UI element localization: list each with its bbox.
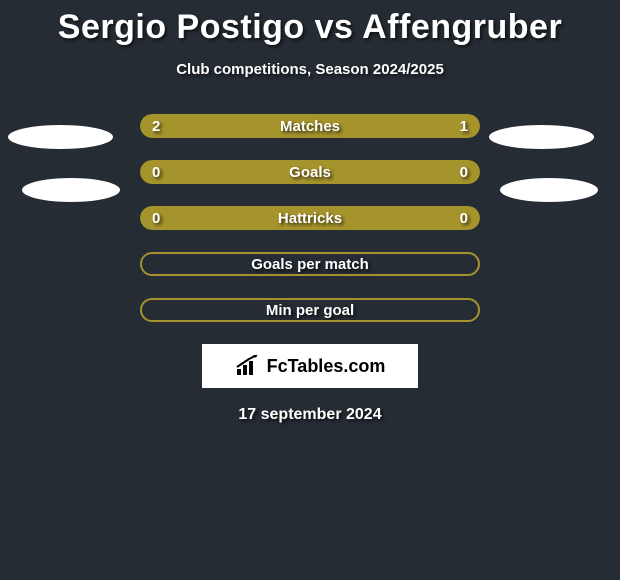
stat-label: Matches [140,118,480,135]
stat-row-matches: 2 Matches 1 [140,114,480,138]
stat-row-hattricks: 0 Hattricks 0 [140,206,480,230]
subtitle: Club competitions, Season 2024/2025 [0,61,620,78]
stat-row-goals: 0 Goals 0 [140,160,480,184]
stat-row-goals-per-match: Goals per match [140,252,480,276]
stat-value-right: 0 [460,210,468,227]
branding-box: FcTables.com [202,344,418,388]
stat-value-right: 0 [460,164,468,181]
stat-label: Goals [140,164,480,181]
shadow-ellipse-top-left [8,125,113,149]
branding-text: FcTables.com [267,356,386,377]
shadow-ellipse-bottom-left [22,178,120,202]
stat-label: Goals per match [142,256,478,273]
shadow-ellipse-top-right [489,125,594,149]
stat-value-right: 1 [460,118,468,135]
shadow-ellipse-bottom-right [500,178,598,202]
stat-row-min-per-goal: Min per goal [140,298,480,322]
stat-label: Min per goal [142,302,478,319]
stat-label: Hattricks [140,210,480,227]
page-title: Sergio Postigo vs Affengruber [0,0,620,47]
date-text: 17 september 2024 [0,406,620,424]
stats-container: 2 Matches 1 0 Goals 0 0 Hattricks 0 Goal… [140,114,480,322]
chart-icon [235,355,261,377]
